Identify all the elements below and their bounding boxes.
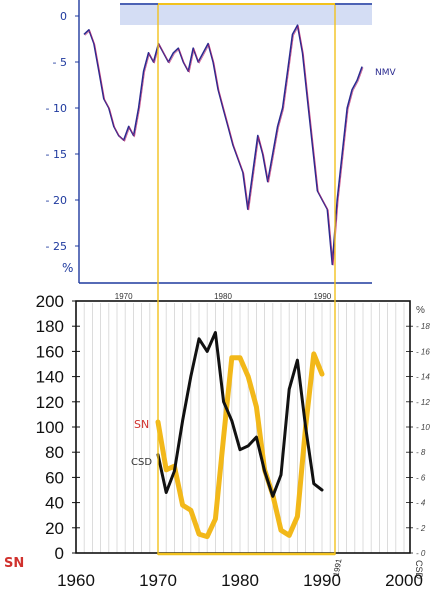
sn-bottom-label: SN bbox=[4, 556, 24, 571]
top-y-tick-label: 0 bbox=[60, 10, 67, 23]
left-y-tick-label: 60 bbox=[45, 468, 64, 487]
bottom-x-tick-label: 1980 bbox=[221, 571, 259, 590]
right-y-tick-label: - 4 bbox=[416, 499, 426, 508]
left-y-tick-label: 200 bbox=[36, 292, 64, 311]
nmv-panel: 0 - 5 - 10 - 15 - 20 - 25% 1970 1980 1990 NMV bbox=[46, 0, 396, 301]
right-y-tick-label: - 14 bbox=[416, 373, 430, 382]
right-y-tick-label: - 8 bbox=[416, 448, 426, 457]
sn-side-label: SN bbox=[134, 418, 149, 431]
top-y-tick-label: - 20 bbox=[46, 194, 67, 207]
right-y-tick-label: - 10 bbox=[416, 423, 430, 432]
bottom-frame bbox=[75, 300, 411, 554]
right-y-tick-label: - 12 bbox=[416, 398, 430, 407]
left-y-tick-label: 80 bbox=[45, 443, 64, 462]
left-y-tick-label: 180 bbox=[36, 317, 64, 336]
bottom-x-tick-label: 1970 bbox=[139, 571, 177, 590]
left-y-tick-label: 140 bbox=[36, 368, 64, 387]
x-axis-label-csd: CSD bbox=[414, 560, 424, 580]
bottom-x-tick-label: 2000 bbox=[385, 571, 423, 590]
bottom-x-tick-label: 1990 bbox=[303, 571, 341, 590]
right-y-tick-label: - 16 bbox=[416, 347, 430, 356]
sn-series-line bbox=[155, 351, 325, 540]
zero-band bbox=[120, 3, 372, 25]
sunspot-panel: 0 20 40 60 80 100 120 140 160 180 200 - 0 - 2 - 4 - 6 -… bbox=[4, 292, 430, 590]
left-y-tick-label: 120 bbox=[36, 393, 64, 412]
top-y-tick-label: - 10 bbox=[46, 102, 67, 115]
nmv-series-label: NMV bbox=[375, 68, 396, 78]
bottom-x-tick-label: 1960 bbox=[57, 571, 95, 590]
top-x-tick-label: 1980 bbox=[214, 292, 232, 301]
csd-side-label: CSD bbox=[131, 457, 152, 468]
right-y-tick-label: - 0 bbox=[416, 549, 426, 558]
left-y-tick-label: 160 bbox=[36, 342, 64, 361]
top-y-tick-label: - 5 bbox=[53, 56, 67, 69]
left-y-tick-label: 20 bbox=[45, 519, 64, 538]
right-y-tick-label: - 6 bbox=[416, 473, 426, 482]
nmv-series-shadow bbox=[84, 25, 364, 266]
nmv-series-line bbox=[83, 24, 363, 266]
top-x-tick-label: 1970 bbox=[115, 292, 133, 301]
top-y-axis-label: % bbox=[62, 261, 73, 275]
top-x-tick-label: 1990 bbox=[313, 292, 331, 301]
left-y-tick-label: 0 bbox=[55, 544, 64, 563]
left-y-tick-label: 40 bbox=[45, 494, 64, 513]
top-y-tick-label: - 25 bbox=[46, 240, 67, 253]
x-annotation-1991: 1991 bbox=[332, 557, 344, 577]
csd-series-line bbox=[156, 331, 324, 498]
right-y-axis-label: % bbox=[416, 305, 425, 316]
top-y-tick-label: - 15 bbox=[46, 148, 67, 161]
left-y-tick-label: 100 bbox=[36, 418, 64, 437]
right-y-tick-label: - 2 bbox=[416, 524, 426, 533]
right-y-tick-label: - 18 bbox=[416, 322, 430, 331]
